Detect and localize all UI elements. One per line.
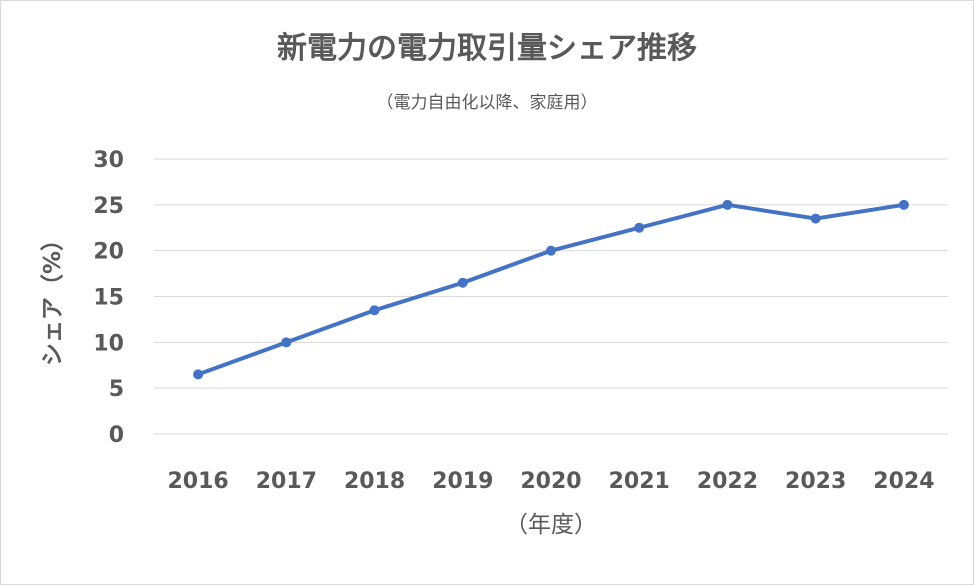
chart-title: 新電力の電力取引量シェア推移 <box>277 31 697 66</box>
x-axis-title: （年度） <box>505 512 597 538</box>
y-axis-ticks: 0 5 10 15 20 25 30 <box>93 148 124 448</box>
data-point <box>457 277 468 288</box>
x-tick-label: 2023 <box>785 469 846 494</box>
y-axis-title: シェア（%） <box>39 228 66 366</box>
x-axis-ticks: 2016 2017 2018 2019 2020 2021 2022 2023 2024 <box>167 469 934 494</box>
x-tick-label: 2017 <box>256 469 317 494</box>
data-point <box>546 245 556 256</box>
x-tick-label: 2021 <box>609 469 670 494</box>
x-tick-label: 2024 <box>873 469 934 494</box>
data-point <box>810 213 821 224</box>
data-point <box>722 199 733 210</box>
grid-lines <box>154 158 948 435</box>
data-point <box>898 199 909 210</box>
series-points <box>193 199 909 380</box>
y-tick-label: 5 <box>109 377 124 402</box>
y-tick-label: 20 <box>93 240 124 265</box>
data-point <box>193 369 204 380</box>
y-tick-label: 0 <box>109 423 124 448</box>
x-tick-label: 2019 <box>432 469 493 494</box>
y-tick-label: 25 <box>93 194 124 219</box>
series-line <box>196 202 906 377</box>
data-point <box>369 305 380 316</box>
chart-subtitle: （電力自由化以降、家庭用） <box>377 93 598 113</box>
y-tick-label: 10 <box>93 331 124 356</box>
data-point <box>281 337 292 348</box>
x-tick-label: 2022 <box>697 469 758 494</box>
x-tick-label: 2018 <box>344 469 405 494</box>
x-tick-label: 2016 <box>167 469 228 494</box>
y-tick-label: 15 <box>93 286 124 311</box>
data-point <box>634 222 645 233</box>
y-tick-label: 30 <box>93 148 124 173</box>
x-tick-label: 2020 <box>520 469 581 494</box>
